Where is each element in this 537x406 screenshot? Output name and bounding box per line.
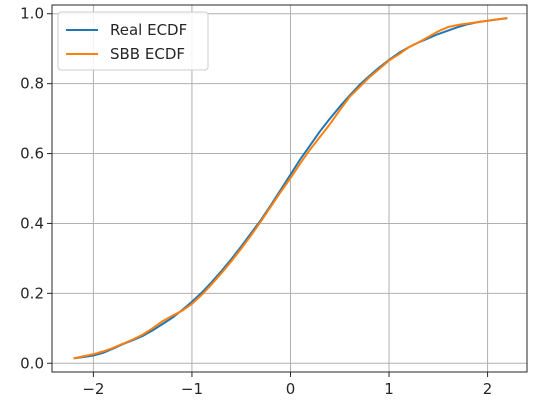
- series-line-sbb-ecdf: [73, 16, 508, 360]
- x-tick-label: 0: [286, 380, 296, 398]
- axis-ticks: −2 −1 0 1 2 0.0 0.2 0.4 0.6 0.8 1.0: [20, 5, 492, 398]
- x-tick-label: −1: [181, 380, 203, 398]
- series-line-real-ecdf: [73, 17, 508, 360]
- x-tick-label: −2: [82, 380, 104, 398]
- legend-label-real-ecdf: Real ECDF: [110, 21, 187, 39]
- x-tick-label: 2: [483, 380, 493, 398]
- y-tick-label: 0.4: [20, 214, 44, 232]
- legend: Real ECDF SBB ECDF: [57, 11, 209, 71]
- legend-label-sbb-ecdf: SBB ECDF: [110, 45, 185, 63]
- x-tick-label: 1: [384, 380, 394, 398]
- series-lines: [73, 16, 508, 360]
- plot-frame: [51, 4, 528, 373]
- y-tick-label: 0.0: [20, 354, 44, 372]
- y-tick-label: 0.2: [20, 284, 44, 302]
- y-tick-label: 0.6: [20, 145, 44, 163]
- legend-box: [57, 11, 209, 71]
- y-tick-label: 1.0: [20, 5, 44, 23]
- y-tick-label: 0.8: [20, 75, 44, 93]
